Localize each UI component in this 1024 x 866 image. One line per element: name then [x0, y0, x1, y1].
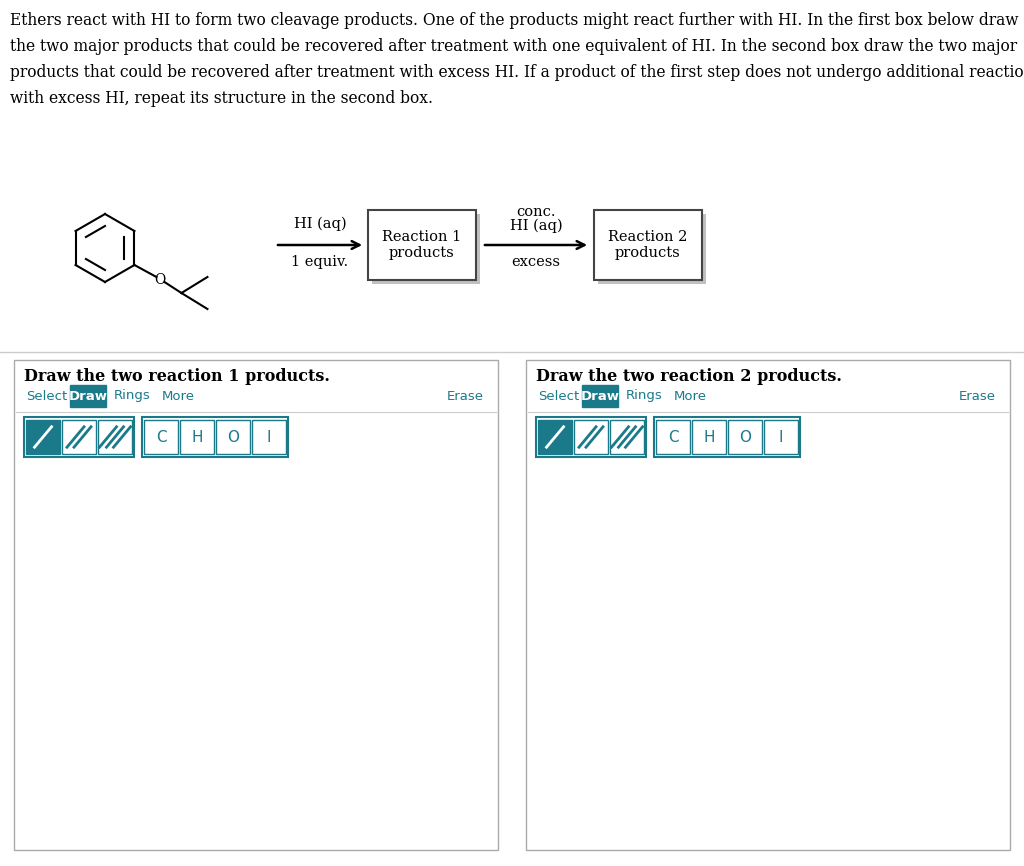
Bar: [252, 420, 286, 454]
Text: Rings: Rings: [114, 390, 151, 403]
Bar: [728, 420, 762, 454]
Text: excess: excess: [512, 255, 560, 269]
Bar: [582, 385, 618, 407]
Bar: [368, 210, 476, 280]
Text: H: H: [191, 430, 203, 444]
Text: O: O: [739, 430, 751, 444]
Bar: [372, 214, 480, 284]
Bar: [598, 214, 706, 284]
Bar: [142, 417, 288, 457]
Text: C: C: [156, 430, 166, 444]
Text: products that could be recovered after treatment with excess HI. If a product of: products that could be recovered after t…: [10, 64, 1024, 81]
Text: Reaction 1
products: Reaction 1 products: [382, 229, 462, 260]
Bar: [24, 417, 134, 457]
Text: Rings: Rings: [626, 390, 663, 403]
Text: O: O: [154, 273, 165, 287]
Text: H: H: [703, 430, 715, 444]
Text: Ethers react with HI to form two cleavage products. One of the products might re: Ethers react with HI to form two cleavag…: [10, 12, 1019, 29]
Text: 1 equiv.: 1 equiv.: [292, 255, 348, 269]
Bar: [26, 420, 60, 454]
Bar: [536, 417, 646, 457]
Text: Erase: Erase: [959, 390, 996, 403]
Text: Erase: Erase: [447, 390, 484, 403]
Text: I: I: [266, 430, 271, 444]
Text: More: More: [674, 390, 707, 403]
Text: Draw: Draw: [581, 390, 620, 403]
Bar: [216, 420, 250, 454]
Bar: [70, 385, 106, 407]
Bar: [62, 420, 96, 454]
Text: I: I: [778, 430, 783, 444]
Bar: [180, 420, 214, 454]
Bar: [764, 420, 798, 454]
Bar: [538, 420, 572, 454]
Text: HI (aq): HI (aq): [294, 216, 346, 231]
Text: More: More: [162, 390, 195, 403]
Bar: [594, 210, 702, 280]
Text: Select: Select: [26, 390, 68, 403]
Bar: [526, 360, 1010, 850]
Bar: [98, 420, 132, 454]
Bar: [610, 420, 644, 454]
Text: Draw the two reaction 1 products.: Draw the two reaction 1 products.: [24, 368, 330, 385]
Text: C: C: [668, 430, 678, 444]
Bar: [14, 360, 498, 850]
Text: conc.: conc.: [516, 205, 556, 219]
Bar: [574, 420, 608, 454]
Text: Reaction 2
products: Reaction 2 products: [608, 229, 688, 260]
Text: Draw the two reaction 2 products.: Draw the two reaction 2 products.: [536, 368, 842, 385]
Text: HI (aq): HI (aq): [510, 218, 562, 233]
Bar: [692, 420, 726, 454]
Text: O: O: [227, 430, 239, 444]
Text: Draw: Draw: [69, 390, 108, 403]
Bar: [144, 420, 178, 454]
Text: the two major products that could be recovered after treatment with one equivale: the two major products that could be rec…: [10, 38, 1017, 55]
Text: with excess HI, repeat its structure in the second box.: with excess HI, repeat its structure in …: [10, 90, 433, 107]
Bar: [656, 420, 690, 454]
Bar: [654, 417, 800, 457]
Text: Select: Select: [538, 390, 580, 403]
